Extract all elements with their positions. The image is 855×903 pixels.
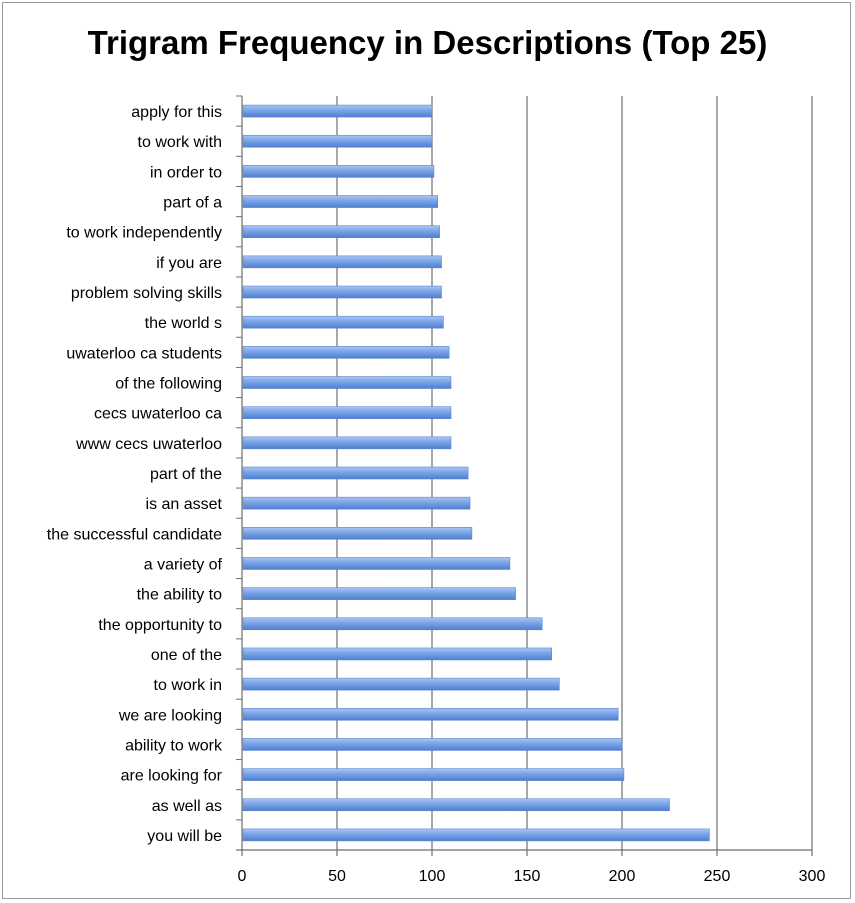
bar	[242, 617, 543, 631]
category-label: the opportunity to	[98, 617, 222, 634]
bar	[242, 647, 553, 661]
bar	[242, 436, 452, 450]
category-label: a variety of	[144, 556, 223, 573]
category-label: uwaterloo ca students	[66, 345, 222, 362]
category-label: the world s	[145, 315, 222, 332]
category-label: apply for this	[131, 104, 222, 121]
bar	[242, 496, 471, 510]
category-label: one of the	[151, 647, 222, 664]
bar	[242, 104, 433, 118]
bar	[242, 195, 438, 208]
bar	[242, 346, 450, 359]
category-label: to work with	[138, 134, 222, 151]
category-label: is an asset	[146, 496, 223, 513]
bar	[242, 315, 444, 329]
bar	[242, 828, 710, 842]
x-tick-label: 150	[514, 868, 541, 885]
bar	[242, 285, 442, 299]
bar	[242, 557, 511, 570]
category-label: as well as	[152, 798, 222, 815]
category-label: part of a	[163, 195, 222, 212]
category-label: in order to	[150, 164, 222, 181]
bar	[242, 677, 560, 691]
category-label: the ability to	[137, 587, 222, 604]
x-tick-label: 100	[419, 868, 446, 885]
category-label: problem solving skills	[71, 285, 222, 302]
category-label: part of the	[150, 466, 222, 483]
bar	[242, 406, 452, 419]
x-tick-label: 300	[799, 868, 826, 885]
category-label: to work independently	[66, 225, 222, 242]
category-labels: apply for this to work with in order to par…	[47, 104, 223, 845]
bar	[242, 798, 670, 812]
bar	[242, 466, 469, 480]
bar	[242, 225, 440, 239]
x-tick-labels: 0 50 100 150 200 250 300	[238, 868, 826, 885]
bar	[242, 738, 623, 751]
bar	[242, 527, 473, 540]
bar	[242, 165, 435, 178]
bar	[242, 587, 516, 600]
bar	[242, 707, 619, 721]
category-label: the successful candidate	[47, 526, 222, 543]
category-label: you will be	[147, 828, 222, 845]
category-label: are looking for	[121, 768, 223, 785]
category-label: if you are	[156, 255, 222, 272]
category-label: to work in	[154, 677, 222, 694]
category-label: www cecs uwaterloo	[75, 436, 222, 453]
x-tick-label: 200	[609, 868, 636, 885]
category-label: we are looking	[118, 707, 222, 724]
axes	[236, 95, 813, 856]
x-tick-label: 0	[238, 868, 247, 885]
x-tick-label: 50	[328, 868, 346, 885]
bars	[242, 104, 710, 842]
x-tick-label: 250	[704, 868, 731, 885]
bar	[242, 376, 452, 389]
bar	[242, 255, 442, 269]
chart-title: Trigram Frequency in Descriptions (Top 2…	[87, 24, 768, 61]
category-label: cecs uwaterloo ca	[94, 406, 222, 423]
category-label: of the following	[115, 376, 222, 393]
bar	[242, 134, 433, 148]
bar	[242, 768, 625, 781]
category-label: ability to work	[125, 737, 223, 754]
